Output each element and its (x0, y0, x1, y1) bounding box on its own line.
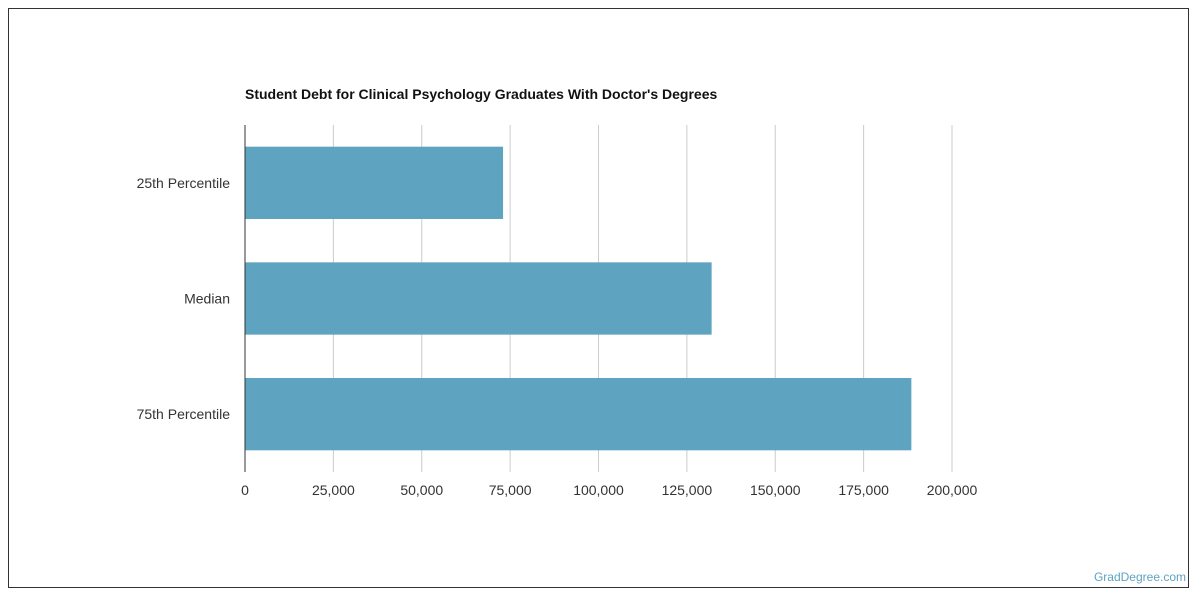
x-tick-label: 25,000 (312, 482, 355, 498)
category-label: Median (184, 291, 230, 307)
chart-title: Student Debt for Clinical Psychology Gra… (245, 86, 718, 102)
x-tick-label: 0 (241, 482, 249, 498)
category-labels: 25th Percentile Median 75th Percentile (137, 175, 231, 422)
category-label: 75th Percentile (137, 406, 231, 422)
x-tick-labels: 0 25,000 50,000 75,000 100,000 125,000 150,000… (241, 482, 977, 498)
category-label: 25th Percentile (137, 175, 231, 191)
bar (245, 262, 712, 335)
chart-frame (8, 8, 1189, 588)
x-tick-label: 150,000 (750, 482, 801, 498)
x-tick-label: 75,000 (489, 482, 532, 498)
x-tick-label: 125,000 (662, 482, 713, 498)
bar (245, 146, 504, 219)
x-tick-label: 50,000 (400, 482, 443, 498)
x-tick-label: 100,000 (573, 482, 624, 498)
x-tick-label: 175,000 (838, 482, 889, 498)
bar (245, 378, 912, 451)
bars (245, 146, 912, 451)
watermark: GradDegree.com (1093, 570, 1186, 584)
x-tick-label: 200,000 (927, 482, 978, 498)
